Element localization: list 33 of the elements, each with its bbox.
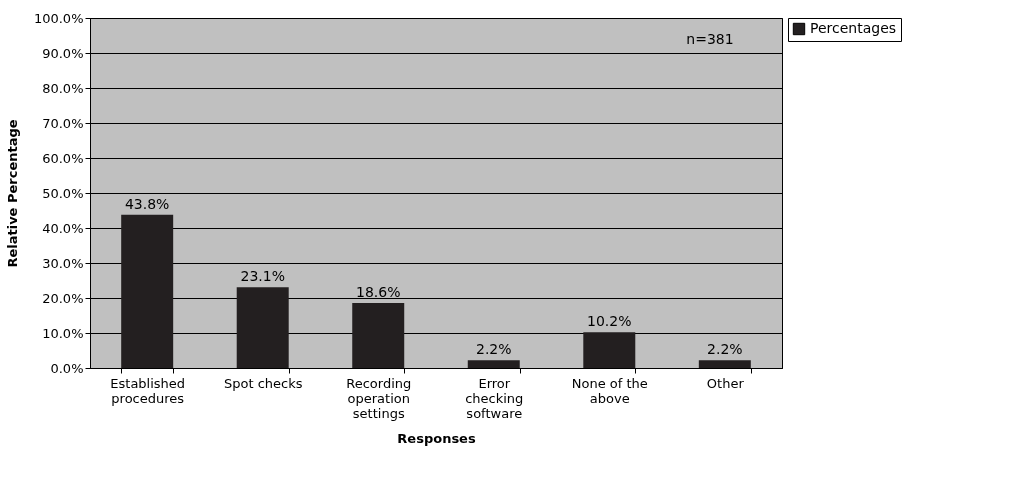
bar: [121, 214, 174, 368]
x-tick-label: Other: [706, 375, 745, 391]
bar: [236, 287, 289, 368]
x-tick-label: Established procedures: [110, 375, 186, 406]
y-tick-label: 100.0%: [33, 10, 84, 26]
legend-label: Percentages: [810, 20, 897, 36]
y-tick-label: 50.0%: [42, 185, 84, 201]
x-tick-label: Spot checks: [223, 375, 303, 391]
data-label: 18.6%: [355, 283, 401, 300]
annotation: n=381: [686, 31, 734, 47]
data-label: 10.2%: [587, 313, 632, 330]
y-tick-label: 60.0%: [42, 150, 84, 166]
y-axis-title: Relative Percentage: [4, 119, 20, 268]
bar: [698, 360, 751, 368]
y-tick-label: 40.0%: [42, 220, 84, 236]
bar: [352, 302, 405, 368]
data-label: 2.2%: [707, 341, 743, 358]
y-tick-label: 80.0%: [42, 80, 84, 96]
y-tick-label: 90.0%: [42, 45, 84, 61]
y-tick-label: 70.0%: [42, 115, 84, 131]
bar: [467, 360, 520, 368]
data-label: 2.2%: [475, 341, 512, 358]
y-tick-label: 10.0%: [42, 325, 84, 341]
bar: [583, 332, 636, 368]
x-tick-label: Recording operation settings: [346, 375, 412, 421]
x-axis-title: Responses: [397, 430, 476, 446]
y-tick-label: 20.0%: [42, 290, 84, 306]
x-tick-label: Error checking software: [465, 375, 524, 421]
y-tick-label: 30.0%: [42, 255, 84, 271]
x-tick-label: None of the above: [571, 375, 648, 406]
data-label: 43.8%: [124, 195, 170, 212]
y-tick-label: 0.0%: [50, 360, 84, 376]
data-label: 23.1%: [240, 268, 285, 285]
